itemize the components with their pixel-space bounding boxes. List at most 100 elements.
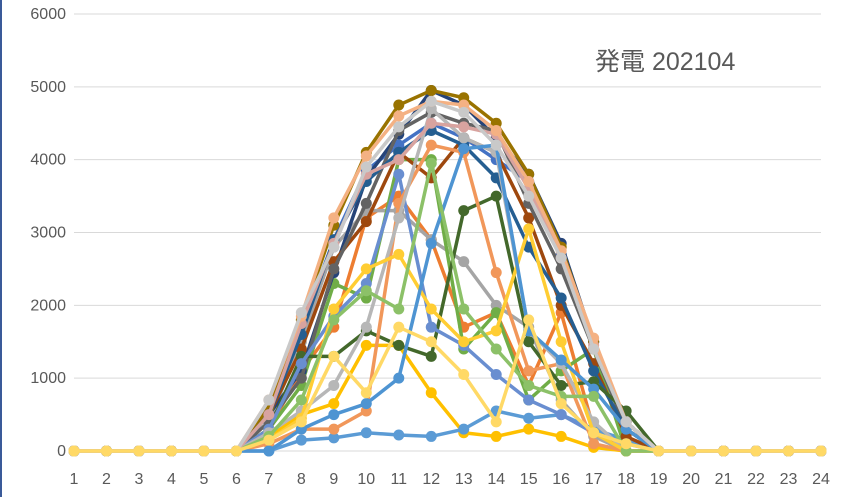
data-point [425, 350, 437, 362]
window-left-edge [0, 0, 2, 497]
x-tick-label: 13 [455, 471, 473, 488]
data-point [295, 434, 307, 446]
series-line [72, 172, 823, 453]
data-point [458, 336, 470, 348]
data-point [360, 197, 372, 209]
data-point [295, 372, 307, 384]
chart-title: 発電 202104 [595, 48, 735, 76]
data-point [100, 445, 112, 457]
data-point [425, 117, 437, 129]
x-tick-label: 19 [650, 471, 668, 488]
y-tick-label: 5000 [30, 79, 66, 96]
data-point [523, 336, 535, 348]
data-point [328, 432, 340, 444]
data-point [523, 190, 535, 202]
x-tick-label: 23 [780, 471, 798, 488]
data-point [328, 379, 340, 391]
series-8 [68, 132, 827, 457]
data-point [425, 430, 437, 442]
data-point [750, 445, 762, 457]
data-point [523, 412, 535, 424]
data-point [490, 369, 502, 381]
data-point [393, 99, 405, 111]
data-point [783, 445, 795, 457]
x-tick-label: 4 [167, 471, 176, 488]
y-tick-label: 4000 [30, 152, 66, 169]
data-point [328, 398, 340, 410]
x-tick-label: 10 [357, 471, 375, 488]
data-point [555, 409, 567, 421]
data-point [360, 427, 372, 439]
data-point [523, 212, 535, 224]
data-point [458, 121, 470, 133]
data-point [555, 336, 567, 348]
data-point [490, 125, 502, 137]
data-point [815, 445, 827, 457]
y-tick-label: 6000 [30, 6, 66, 23]
data-point [523, 223, 535, 235]
data-point [393, 303, 405, 315]
x-tick-label: 16 [552, 471, 570, 488]
series-line [72, 343, 823, 453]
data-point [263, 434, 275, 446]
data-point [490, 139, 502, 151]
data-point [360, 285, 372, 297]
data-point [295, 307, 307, 319]
data-point [393, 110, 405, 122]
series-line [72, 88, 823, 453]
x-tick-label: 15 [520, 471, 538, 488]
x-tick-label: 21 [715, 471, 733, 488]
data-point [425, 303, 437, 315]
data-point [425, 321, 437, 333]
data-point [328, 263, 340, 275]
data-point [360, 216, 372, 228]
data-point [393, 212, 405, 224]
x-tick-label: 1 [70, 471, 79, 488]
series-22 [68, 314, 827, 457]
data-point [230, 445, 242, 457]
x-tick-label: 3 [135, 471, 144, 488]
series-group [68, 84, 827, 457]
data-point [523, 365, 535, 377]
series-line [72, 161, 823, 453]
data-point [393, 168, 405, 180]
data-point [295, 416, 307, 428]
data-point [360, 398, 372, 410]
series-7 [68, 84, 827, 457]
x-tick-label: 17 [585, 471, 603, 488]
series-17 [68, 139, 827, 457]
data-point [263, 409, 275, 421]
data-point [425, 157, 437, 169]
x-tick-label: 11 [390, 471, 407, 488]
data-point [588, 438, 600, 450]
data-point [425, 336, 437, 348]
data-point [523, 176, 535, 188]
data-point [555, 398, 567, 410]
data-point [328, 314, 340, 326]
x-tick-label: 20 [682, 471, 700, 488]
series-line [72, 88, 823, 453]
data-point [490, 416, 502, 428]
data-point [458, 303, 470, 315]
data-point [425, 387, 437, 399]
x-axis-ticks: 1 2 3 4 5 6 7 8 9 10 11 12 13 14 15 16 17 18 19 20 21 22 23 24 [70, 471, 830, 488]
data-point [685, 445, 697, 457]
data-point [425, 84, 437, 96]
data-point [523, 394, 535, 406]
data-point [328, 423, 340, 435]
data-point [133, 445, 145, 457]
x-tick-label: 24 [812, 471, 830, 488]
data-point [425, 237, 437, 249]
data-point [393, 121, 405, 133]
series-line [72, 136, 823, 453]
data-point [393, 339, 405, 351]
x-tick-label: 7 [264, 471, 273, 488]
y-tick-label: 3000 [30, 225, 66, 242]
data-point [555, 379, 567, 391]
data-point [360, 263, 372, 275]
data-point [263, 445, 275, 457]
data-point [328, 303, 340, 315]
data-point [490, 430, 502, 442]
